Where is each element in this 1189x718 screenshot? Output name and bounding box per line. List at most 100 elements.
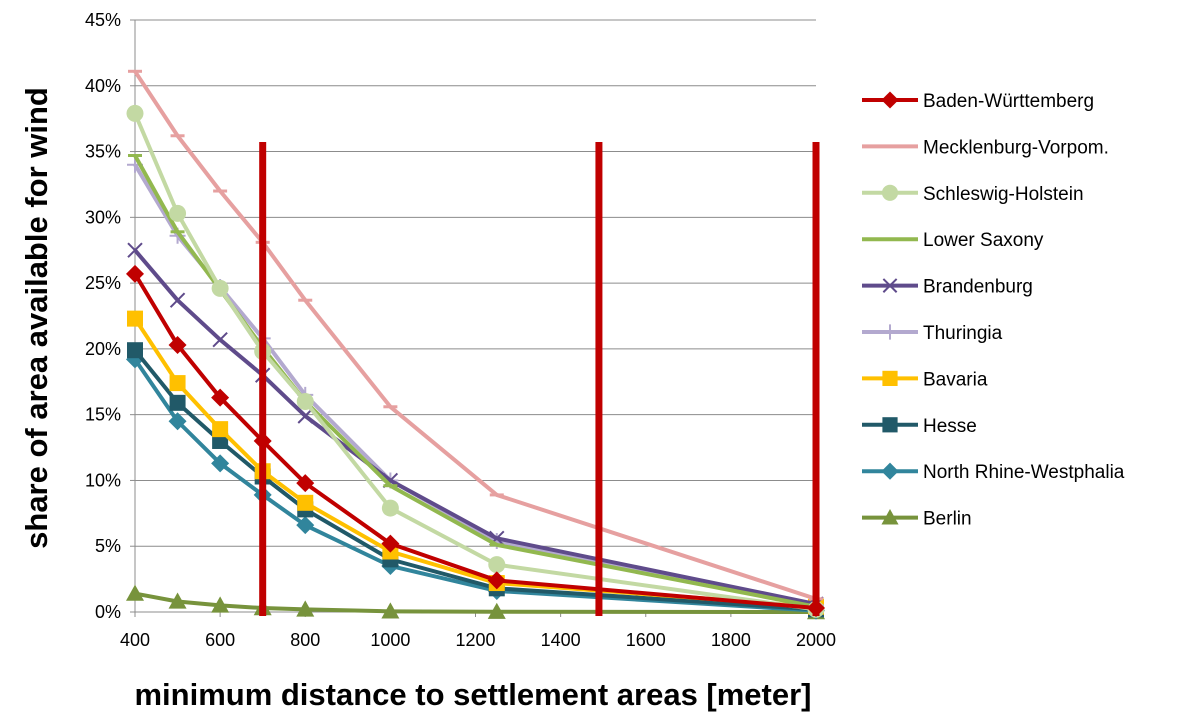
data-point-berlin xyxy=(381,602,400,619)
legend-label: Brandenburg xyxy=(923,277,1033,298)
legend-marker xyxy=(882,370,898,386)
y-tick-labels: 0% 5% 10% 15% 20% 25% 30% 35% 40% 45% xyxy=(85,10,121,622)
series-line-north-rhine-westphalia xyxy=(133,358,817,613)
legend-label: Bavaria xyxy=(923,369,988,390)
legend-label: Berlin xyxy=(923,509,972,530)
legend: Baden-Württemberg Mecklenburg-Vorpom. Schl… xyxy=(862,91,1125,530)
y-tick-label: 10% xyxy=(85,470,121,490)
data-point-north-rhine-westphalia xyxy=(211,454,230,473)
y-tick-label: 0% xyxy=(95,602,121,622)
data-point-berlin xyxy=(487,602,506,619)
legend-item-baden-wurttemberg: Baden-Württemberg xyxy=(862,91,1094,112)
legend-label: Lower Saxony xyxy=(923,230,1044,251)
data-point-brandenburg xyxy=(169,292,186,308)
legend-item-bavaria: Bavaria xyxy=(862,369,988,390)
data-point-berlin xyxy=(126,584,144,601)
series-line-thuringia xyxy=(133,163,817,608)
series-schleswig-holstein xyxy=(126,104,825,618)
data-point-schleswig-holstein xyxy=(169,204,187,222)
data-point-north-rhine-westphalia xyxy=(168,412,187,431)
data-point-berlin xyxy=(211,596,230,613)
data-point-baden-wurttemberg xyxy=(381,534,400,553)
data-point-bavaria xyxy=(127,310,143,327)
x-tick-label: 1800 xyxy=(711,630,751,650)
data-point-schleswig-holstein xyxy=(211,279,229,297)
y-tick-label: 15% xyxy=(85,405,121,425)
y-tick-label: 5% xyxy=(95,536,121,556)
data-point-baden-wurttemberg xyxy=(126,264,144,283)
series-line-berlin xyxy=(134,591,817,614)
series-lower-saxony xyxy=(128,154,823,609)
legend-label: North Rhine-Westphalia xyxy=(923,462,1125,483)
data-point-baden-wurttemberg xyxy=(211,388,230,407)
y-axis-title: share of area available for wind xyxy=(19,87,54,549)
data-point-bavaria xyxy=(212,421,229,438)
data-point-schleswig-holstein xyxy=(488,556,506,574)
legend-marker xyxy=(881,91,899,109)
legend-item-hesse: Hesse xyxy=(862,416,977,437)
legend-marker xyxy=(882,324,898,340)
series-brandenburg xyxy=(127,242,824,612)
series-line-brandenburg xyxy=(133,248,817,607)
legend-marker xyxy=(881,184,899,201)
x-tick-label: 1200 xyxy=(455,630,495,650)
x-tick-label: 600 xyxy=(205,630,235,650)
data-point-brandenburg xyxy=(127,242,143,258)
x-axis-title: minimum distance to settlement areas [me… xyxy=(134,677,811,712)
legend-label: Thuringia xyxy=(923,323,1003,344)
data-point-north-rhine-westphalia xyxy=(296,516,315,535)
y-tick-label: 40% xyxy=(85,76,121,96)
legend-item-mecklenburg-vorpom: Mecklenburg-Vorpom. xyxy=(862,137,1109,158)
legend-label: Mecklenburg-Vorpom. xyxy=(923,137,1109,158)
series-line-schleswig-holstein xyxy=(133,112,817,612)
y-tick-label: 35% xyxy=(85,142,121,162)
legend-item-schleswig-holstein: Schleswig-Holstein xyxy=(862,184,1084,205)
data-point-baden-wurttemberg xyxy=(296,474,315,493)
data-point-berlin xyxy=(296,600,315,617)
series-north-rhine-westphalia xyxy=(126,350,825,620)
y-tick-label: 45% xyxy=(85,10,121,30)
data-point-hesse xyxy=(169,394,186,411)
series-mecklenburg-vorpom xyxy=(128,69,823,601)
x-tick-label: 1000 xyxy=(370,630,410,650)
legend-item-north-rhine-westphalia: North Rhine-Westphalia xyxy=(862,462,1125,483)
series-baden-wurttemberg xyxy=(126,264,825,618)
legend-label: Baden-Württemberg xyxy=(923,91,1094,112)
legend-marker xyxy=(882,278,898,293)
legend-marker xyxy=(881,462,899,480)
reference-lines xyxy=(259,142,820,616)
data-point-berlin xyxy=(168,592,187,609)
data-point-schleswig-holstein xyxy=(296,393,314,411)
y-tick-label: 25% xyxy=(85,273,121,293)
gridlines xyxy=(135,19,816,547)
legend-item-brandenburg: Brandenburg xyxy=(862,277,1033,298)
legend-item-thuringia: Thuringia xyxy=(862,323,1003,344)
legend-item-lower-saxony: Lower Saxony xyxy=(862,230,1044,251)
x-tick-labels: 400 600 800 1000 1200 1400 1600 1800 2000 xyxy=(120,630,836,650)
data-point-hesse xyxy=(127,342,143,359)
legend-marker xyxy=(881,509,899,525)
data-point-brandenburg xyxy=(297,408,313,424)
x-tick-label: 1600 xyxy=(626,630,666,650)
x-tick-label: 800 xyxy=(290,630,320,650)
legend-label: Hesse xyxy=(923,416,977,437)
legend-item-berlin: Berlin xyxy=(862,509,972,530)
x-tick-label: 2000 xyxy=(796,630,836,650)
data-point-baden-wurttemberg xyxy=(168,335,187,354)
legend-marker xyxy=(882,417,898,433)
y-tick-label: 30% xyxy=(85,207,121,227)
data-point-brandenburg xyxy=(212,331,228,348)
x-tick-label: 1400 xyxy=(541,630,581,650)
series-line-baden-wurttemberg xyxy=(133,272,817,611)
series-lines xyxy=(126,69,825,620)
data-point-bavaria xyxy=(169,375,186,392)
data-point-bavaria xyxy=(297,494,314,511)
data-point-baden-wurttemberg xyxy=(487,571,506,590)
legend-label: Schleswig-Holstein xyxy=(923,184,1084,205)
y-tick-label: 20% xyxy=(85,339,121,359)
data-point-schleswig-holstein xyxy=(126,104,144,122)
data-point-schleswig-holstein xyxy=(381,499,399,517)
series-thuringia xyxy=(127,156,824,614)
series-line-lower-saxony xyxy=(133,154,817,609)
